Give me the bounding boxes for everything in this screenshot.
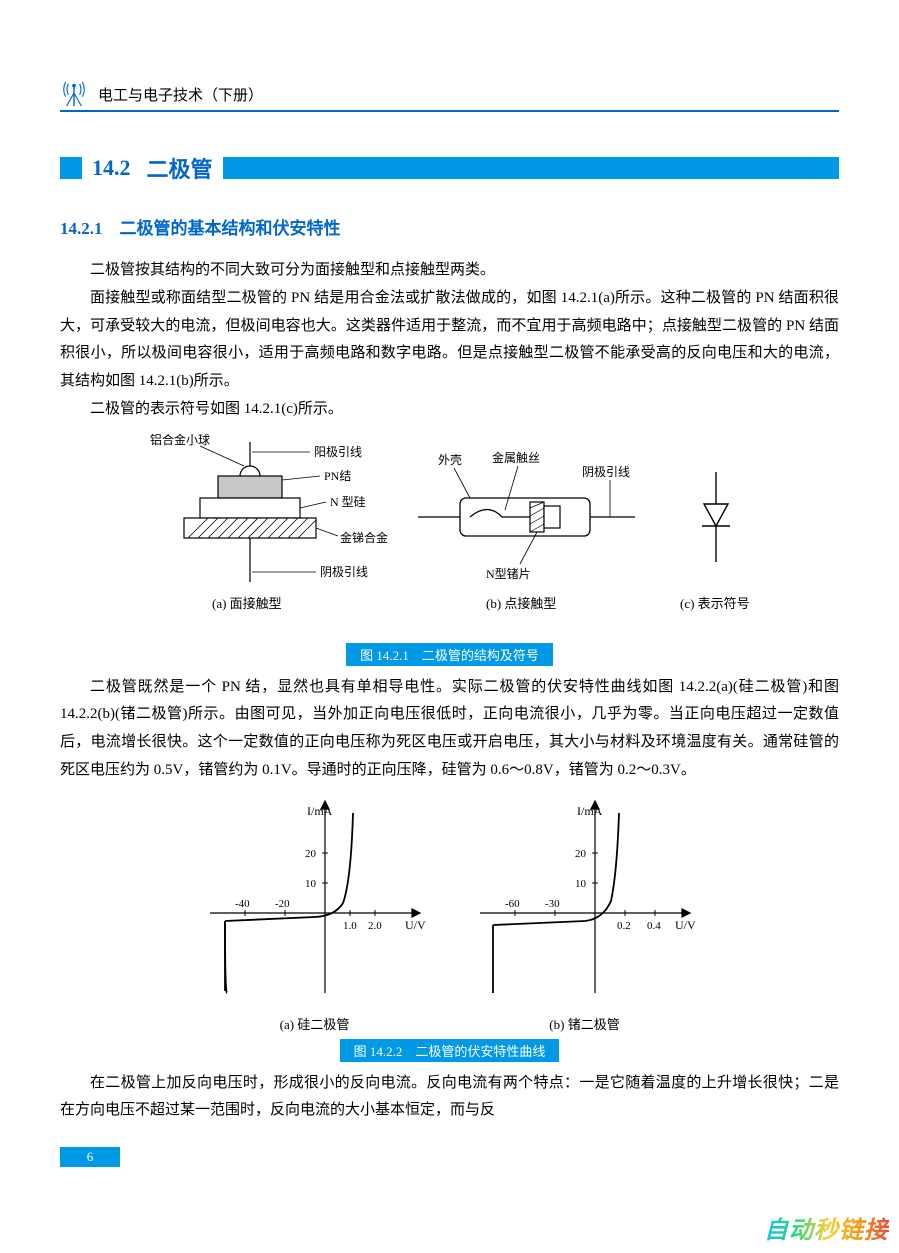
subsection-heading: 14.2.1 二极管的基本结构和伏安特性	[60, 214, 839, 239]
paragraph: 二极管既然是一个 PN 结，显然也具有单相导电性。实际二极管的伏安特性曲线如图 …	[60, 674, 839, 785]
label: 金属触丝	[492, 450, 540, 465]
figure-1: 铝合金小球 阳极引线 PN结 N 型硅 金锑合金 阴极引线 (a) 面接触型	[60, 432, 839, 666]
svg-text:2.0: 2.0	[368, 920, 382, 932]
label: 阴极引线	[582, 465, 630, 479]
diode-structure-diagram: 铝合金小球 阳极引线 PN结 N 型硅 金锑合金 阴极引线 (a) 面接触型	[140, 432, 760, 632]
svg-text:10: 10	[305, 878, 317, 890]
section-accent-bar	[223, 157, 839, 179]
sub-caption: (c) 表示符号	[680, 596, 750, 611]
label: 阴极引线	[320, 565, 368, 579]
paragraph: 在二极管上加反向电压时，形成很小的反向电流。反向电流有两个特点：一是它随着温度的…	[60, 1070, 839, 1126]
label: N型锗片	[486, 566, 531, 581]
section-accent-block	[60, 157, 82, 179]
svg-text:I/mA: I/mA	[577, 804, 603, 818]
paragraph: 面接触型或称面结型二极管的 PN 结是用合金法或扩散法做成的，如图 14.2.1…	[60, 285, 839, 396]
svg-text:0.4: 0.4	[647, 920, 661, 932]
svg-text:-40: -40	[235, 898, 250, 910]
section-title: 二极管	[147, 152, 213, 184]
label: PN结	[324, 469, 351, 483]
iv-curve-si: I/mA U/V 1.0 2.0 -40 -20 10 20 (a) 硅二极管	[195, 793, 435, 1033]
figure-2: I/mA U/V 1.0 2.0 -40 -20 10 20 (a) 硅二极管	[60, 793, 839, 1062]
iv-curve-ge: I/mA U/V 0.2 0.4 -60 -30 10 20 (b) 锗二极管	[465, 793, 705, 1033]
svg-text:0.2: 0.2	[617, 920, 631, 932]
svg-text:-20: -20	[275, 898, 290, 910]
antenna-icon	[60, 80, 88, 108]
label: 铝合金小球	[150, 432, 210, 447]
svg-text:-30: -30	[545, 898, 560, 910]
svg-text:I/mA: I/mA	[307, 804, 333, 818]
svg-text:1.0: 1.0	[343, 920, 357, 932]
svg-text:-60: -60	[505, 898, 520, 910]
label: 阳极引线	[314, 445, 362, 459]
label: N 型硅	[330, 495, 366, 509]
subsection-number: 14.2.1	[60, 219, 103, 238]
subsection-title: 二极管的基本结构和伏安特性	[120, 219, 341, 238]
paragraph: 二极管按其结构的不同大致可分为面接触型和点接触型两类。	[60, 257, 839, 285]
watermark: 自动秒链接	[764, 1210, 889, 1245]
svg-text:20: 20	[575, 848, 587, 860]
svg-text:U/V: U/V	[675, 918, 696, 932]
book-title: 电工与电子技术（下册）	[98, 84, 263, 105]
sub-caption: (b) 锗二极管	[465, 1014, 705, 1033]
page-number: 6	[60, 1147, 120, 1167]
running-header: 电工与电子技术（下册）	[60, 80, 839, 112]
label: 外壳	[438, 453, 462, 467]
svg-text:U/V: U/V	[405, 918, 426, 932]
sub-caption: (a) 硅二极管	[195, 1014, 435, 1033]
page: 电工与电子技术（下册） 14.2 二极管 14.2.1 二极管的基本结构和伏安特…	[0, 0, 899, 1207]
page-footer: 6	[60, 1147, 839, 1167]
sub-caption: (a) 面接触型	[212, 596, 282, 611]
label: 金锑合金	[340, 530, 388, 545]
paragraph: 二极管的表示符号如图 14.2.1(c)所示。	[60, 396, 839, 424]
section-header: 14.2 二极管	[60, 152, 839, 184]
figure-caption: 图 14.2.2 二极管的伏安特性曲线	[340, 1039, 560, 1062]
section-number: 14.2	[92, 155, 131, 181]
svg-text:10: 10	[575, 878, 587, 890]
sub-caption: (b) 点接触型	[486, 596, 556, 611]
svg-text:20: 20	[305, 848, 317, 860]
figure-caption: 图 14.2.1 二极管的结构及符号	[346, 643, 553, 666]
